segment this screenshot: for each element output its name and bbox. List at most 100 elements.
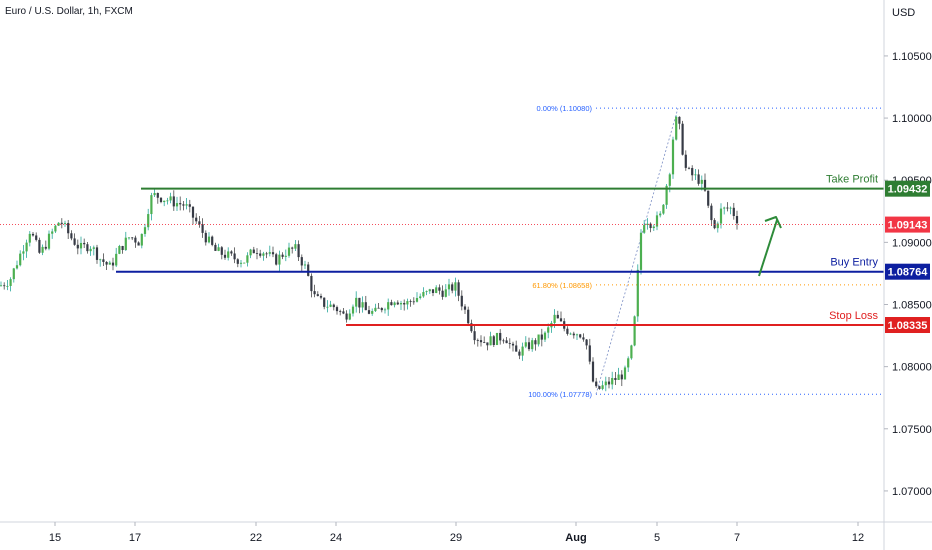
price-tag-bg <box>885 263 930 280</box>
candle-body <box>326 306 329 308</box>
candle-body <box>211 236 214 245</box>
candle-body <box>732 207 735 217</box>
candle-body <box>265 253 268 255</box>
time-axis[interactable]: 15 17 22 24 29 Aug 5 7 12 <box>49 522 864 544</box>
candle-body <box>435 287 438 293</box>
candle-body <box>124 237 127 251</box>
candle-body <box>710 205 713 221</box>
fib-level-label: 61.80% (1.08658) <box>532 281 592 290</box>
candle-body <box>227 251 230 258</box>
candle-body <box>643 225 646 233</box>
candle-body <box>537 334 540 345</box>
candle-body <box>377 307 380 309</box>
candle-body <box>303 264 307 266</box>
chart-title: Euro / U.S. Dollar, 1h, FXCM <box>5 6 133 17</box>
candle-body <box>595 381 598 387</box>
candle-body <box>383 309 387 311</box>
candle-body <box>351 306 355 314</box>
candle-body <box>313 291 316 295</box>
time-tick-label: 7 <box>734 532 740 544</box>
candle-body <box>137 242 140 246</box>
candle-body <box>262 253 265 256</box>
candle-body <box>694 174 697 176</box>
candle-body <box>291 247 294 249</box>
candle-body <box>179 203 182 205</box>
candle-body <box>268 252 271 254</box>
candle-body <box>687 167 691 169</box>
currency-label[interactable]: USD <box>892 7 915 19</box>
candle-body <box>665 185 668 205</box>
candle-body <box>380 308 383 311</box>
time-tick-label: 24 <box>330 532 342 544</box>
candle-body <box>611 377 614 385</box>
candle-body <box>339 311 342 312</box>
candle-body <box>707 190 710 206</box>
candle-body <box>140 233 143 246</box>
candle-body <box>403 302 406 305</box>
candle-body <box>399 302 403 305</box>
candle-body <box>716 223 719 229</box>
candle-body <box>415 297 419 302</box>
candle-body <box>275 254 278 265</box>
candle-body <box>191 206 195 218</box>
candle-body <box>646 223 649 226</box>
candle-body <box>495 332 499 345</box>
candle-body <box>195 217 198 222</box>
candle-body <box>575 334 579 336</box>
candle-body <box>700 179 703 184</box>
candle-body <box>371 311 374 314</box>
trade-levels[interactable]: Take Profit Buy Entry Stop Loss <box>0 174 884 327</box>
candle-body <box>316 294 319 296</box>
candle-body <box>604 381 607 386</box>
price-tick-label: 1.10500 <box>892 51 932 63</box>
candle-body <box>655 215 659 227</box>
candle-body <box>147 214 150 228</box>
candle-body <box>12 268 15 280</box>
candle-body <box>92 247 95 249</box>
candle-body <box>134 237 137 243</box>
candle-body <box>169 196 172 201</box>
level-label: Take Profit <box>826 174 878 186</box>
candle-body <box>44 246 47 249</box>
candle-body <box>460 295 463 307</box>
candle-body <box>63 222 67 224</box>
price-tags: 1.09432 1.08764 1.08335 1.09143 <box>885 180 930 334</box>
candle-body <box>73 238 76 245</box>
candle-body <box>393 302 396 306</box>
fibonacci-retracement[interactable]: 0.00% (1.10080) 61.80% (1.08658) 100.00% (… <box>528 104 884 399</box>
time-tick-label: 29 <box>450 532 462 544</box>
candle-body <box>287 247 291 256</box>
candle-body <box>678 116 681 124</box>
candle-body <box>198 221 201 225</box>
candle-body <box>6 285 9 287</box>
candle-body <box>463 306 467 310</box>
candle-body <box>524 342 527 347</box>
candle-body <box>60 222 63 224</box>
candle-body <box>38 239 41 253</box>
candle-body <box>527 342 531 350</box>
candle-body <box>585 339 588 346</box>
price-axis[interactable]: 1.070001.075001.080001.085001.090001.095… <box>884 51 932 498</box>
candle-body <box>127 237 131 239</box>
candle-body <box>681 123 684 155</box>
candle-body <box>467 309 470 324</box>
fib-trend-line[interactable] <box>595 108 679 395</box>
candle-body <box>531 340 534 350</box>
candle-body <box>703 179 707 191</box>
candle-body <box>569 333 572 335</box>
price-tick-label: 1.07500 <box>892 424 932 436</box>
candle-body <box>582 337 585 340</box>
candle-body <box>57 222 60 226</box>
candle-body <box>105 261 108 265</box>
candle-body <box>201 224 204 233</box>
time-tick-label: Aug <box>565 532 586 544</box>
candle-body <box>719 208 723 224</box>
candle-body <box>534 340 537 345</box>
candle-body <box>131 237 134 239</box>
candle-body <box>511 343 515 346</box>
candle-body <box>307 264 310 276</box>
candle-body <box>713 220 716 229</box>
candle-body <box>428 289 431 292</box>
candle-body <box>543 332 547 340</box>
